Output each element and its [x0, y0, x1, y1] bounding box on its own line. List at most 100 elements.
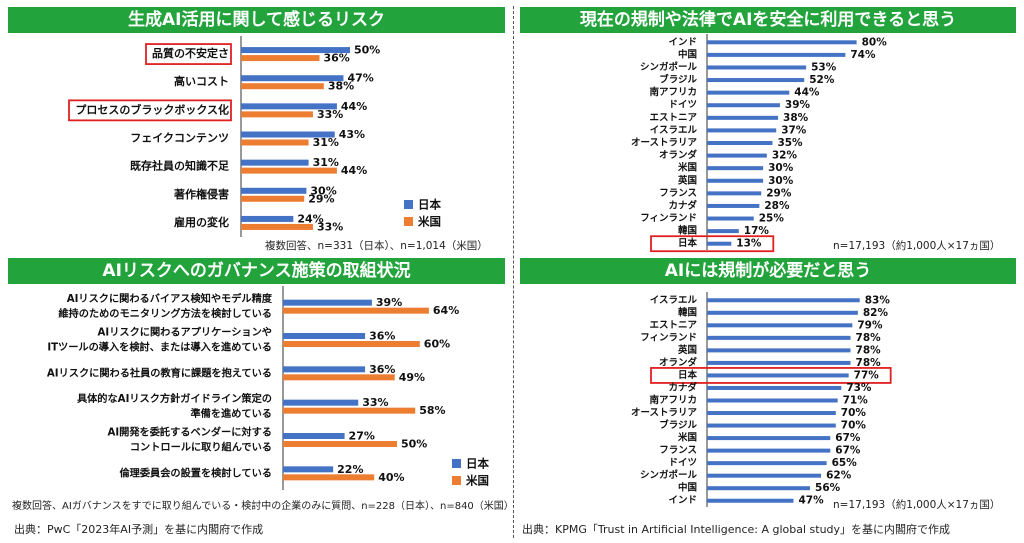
regulation-value-label: 70%	[841, 420, 867, 432]
panel-title-risk: 生成AI活用に関して感じるリスク	[8, 7, 505, 33]
regulation-value-label: 67%	[835, 432, 861, 444]
regulation-category-label: エストニア	[649, 320, 697, 331]
safe-use-bar	[707, 178, 764, 183]
governance-bar-us	[283, 374, 395, 381]
safe-use-bar	[707, 65, 807, 70]
risk-category-label: 著作権侵害	[174, 187, 229, 201]
regulation-category-label: ブラジル	[659, 419, 697, 431]
safe-use-bar	[707, 128, 777, 133]
safe-use-category-label: イスラエル	[650, 125, 698, 136]
risk-category-label: 雇用の変化	[174, 215, 229, 229]
governance-category-label: AIリスクに関わるバイアス検知やモデル精度	[67, 292, 273, 305]
safe-use-bar	[707, 103, 780, 108]
safe-use-highlight-box	[650, 235, 775, 253]
safe-use-bar	[707, 241, 732, 246]
safe-use-value-label: 80%	[862, 36, 888, 48]
regulation-bar	[707, 448, 831, 453]
governance-category-label: 準備を進めている	[191, 407, 273, 420]
source-right: 出典：KPMG「Trust in Artificial Intelligence…	[522, 523, 951, 536]
regulation-bar	[707, 436, 831, 441]
regulation-category-label: フィンランド	[640, 332, 697, 343]
regulation-bar	[707, 335, 851, 340]
panel-title-safe-use: 現在の規制や法律でAIを安全に利用できると思う	[520, 7, 1016, 33]
safe-use-bar	[707, 203, 760, 208]
safe-use-value-label: 53%	[811, 61, 837, 73]
safe-use-bar	[707, 90, 790, 95]
governance-bar-japan	[283, 399, 359, 406]
risk-bar-us	[241, 167, 337, 174]
regulation-bar	[707, 323, 853, 328]
regulation-bar	[707, 348, 851, 353]
regulation-value-label: 79%	[857, 319, 883, 331]
risk-category-label: 既存社員の知識不足	[130, 159, 230, 173]
governance-legend-label: 日本	[466, 457, 489, 471]
governance-category-label: ITツールの導入を検討、または導入を進めている	[47, 341, 272, 354]
safe-use-value-label: 39%	[785, 99, 811, 111]
regulation-category-label: ドイツ	[668, 458, 697, 469]
regulation-value-label: 47%	[798, 495, 824, 507]
governance-value-label: 27%	[349, 430, 375, 443]
governance-category-label: AIリスクに関わるアプリケーションや	[98, 326, 272, 339]
governance-value-label: 60%	[424, 338, 450, 351]
risk-value-label: 30%	[310, 184, 336, 197]
regulation-value-label: 77%	[854, 369, 880, 381]
risk-bar-japan	[241, 215, 294, 222]
governance-category-label: 倫理委員会の設置を検討している	[119, 466, 272, 479]
regulation-category-label: シンガポール	[640, 469, 698, 481]
regulation-value-label: 78%	[856, 332, 882, 344]
safe-use-value-label: 32%	[772, 150, 798, 162]
safe-use-category-label: 韓国	[678, 225, 697, 237]
risk-value-label: 50%	[354, 44, 380, 57]
safe-use-value-label: 52%	[809, 74, 835, 86]
governance-value-label: 49%	[399, 371, 425, 384]
safe-use-value-label: 44%	[794, 87, 820, 99]
risk-bar-japan	[241, 159, 309, 166]
governance-value-label: 39%	[376, 296, 402, 309]
regulation-bar	[707, 310, 858, 315]
risk-bar-japan	[241, 47, 350, 54]
regulation-bar	[707, 398, 838, 403]
safe-use-bar	[707, 78, 805, 83]
risk-legend-label: 米国	[417, 215, 441, 229]
risk-category-label: 品質の不安定さ	[152, 46, 229, 60]
safe-use-category-label: 米国	[677, 162, 697, 174]
safe-use-category-label: オランダ	[659, 149, 698, 161]
governance-category-label: 維持のためのモニタリング方法を検討している	[58, 307, 272, 320]
governance-value-label: 40%	[378, 471, 404, 484]
governance-legend-swatch	[452, 459, 461, 468]
safe-use-category-label: 日本	[678, 237, 698, 249]
regulation-highlight-box	[650, 367, 892, 384]
regulation-bar	[707, 461, 827, 466]
risk-value-label: 33%	[317, 108, 343, 121]
regulation-value-label: 67%	[835, 445, 861, 457]
governance-value-label: 36%	[369, 363, 395, 376]
safe-use-category-label: ブラジル	[659, 74, 697, 86]
risk-value-label: 38%	[328, 80, 354, 93]
risk-bar-us	[241, 139, 309, 146]
note-regulation: n=17,193（約1,000人×17ヵ国）	[833, 499, 1001, 511]
risk-value-label: 24%	[297, 212, 323, 225]
risk-value-label: 31%	[313, 136, 339, 149]
governance-value-label: 33%	[362, 396, 388, 409]
regulation-bar	[707, 373, 849, 378]
governance-bar-us	[283, 441, 397, 447]
regulation-category-label: イスラエル	[650, 295, 698, 306]
risk-legend-swatch	[404, 217, 413, 226]
safe-use-value-label: 38%	[783, 112, 809, 124]
regulation-category-label: フランス	[659, 445, 697, 456]
risk-bar-us	[241, 223, 313, 230]
safe-use-value-label: 35%	[777, 137, 803, 149]
safe-use-category-label: シンガポール	[640, 61, 698, 73]
risk-value-label: 44%	[341, 164, 367, 177]
risk-bar-japan	[241, 187, 307, 194]
safe-use-category-label: 英国	[678, 174, 697, 186]
panel-title-regulation: AIには規制が必要だと思う	[520, 258, 1016, 284]
safe-use-category-label: 南アフリカ	[649, 86, 697, 98]
governance-bar-japan	[283, 366, 366, 373]
risk-value-label: 29%	[308, 192, 334, 205]
regulation-category-label: 米国	[677, 432, 697, 444]
safe-use-value-label: 13%	[736, 238, 762, 250]
governance-category-label: 具体的なAIリスク方針ガイドライン策定の	[76, 392, 272, 405]
safe-use-bar	[707, 153, 767, 158]
safe-use-bar	[707, 40, 857, 45]
